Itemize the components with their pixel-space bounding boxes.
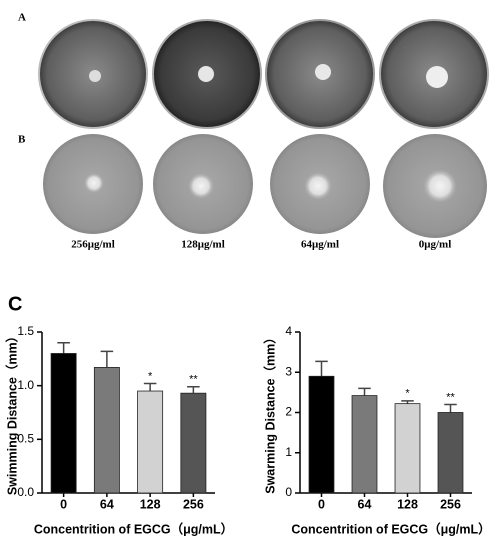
bar	[394, 403, 421, 494]
y-axis-title: Swimming Distance（mm）	[4, 330, 19, 495]
bar	[437, 412, 464, 494]
significance-mark: **	[189, 374, 198, 386]
bar	[137, 390, 164, 494]
bar	[180, 392, 207, 494]
y-tick-label: 4	[285, 324, 292, 338]
panel-label: B	[18, 134, 26, 146]
bar	[93, 367, 120, 494]
concentration-label: 256μg/ml	[71, 239, 115, 251]
x-tick-label: 0	[60, 497, 67, 511]
concentration-label: 128μg/ml	[181, 239, 225, 251]
bar	[308, 375, 335, 494]
bar	[50, 353, 77, 494]
y-tick-label: 0.0	[17, 485, 34, 499]
y-tick-label: 3	[285, 364, 292, 378]
concentration-label: 0μg/ml	[419, 239, 452, 251]
dish-row-b	[43, 134, 487, 238]
x-axis-title: Concentrition of EGCG（μg/mL）	[34, 521, 233, 536]
concentration-label: 64μg/ml	[301, 239, 339, 251]
error-bar	[444, 403, 457, 413]
panel-label: C	[8, 293, 22, 315]
y-tick-label: 1	[285, 445, 292, 459]
x-tick-label: 64	[358, 497, 372, 511]
significance-mark: *	[148, 370, 153, 382]
significance-mark: **	[446, 391, 455, 403]
y-tick-label: 1.0	[17, 378, 34, 392]
significance-mark: *	[405, 388, 410, 400]
y-tick-label: 0.5	[17, 432, 34, 446]
x-tick-label: 64	[100, 497, 114, 511]
y-axis-title: Swarming Distance（mm）	[262, 331, 277, 494]
x-tick-label: 0	[318, 497, 325, 511]
panel-label: A	[18, 12, 26, 24]
x-axis-title: Concentrition of EGCG（μg/mL）	[291, 521, 490, 536]
y-tick-label: 2	[285, 405, 292, 419]
error-bar	[57, 341, 70, 354]
error-bar	[315, 360, 328, 377]
x-tick-label: 128	[140, 497, 161, 511]
y-tick-label: 1.5	[17, 324, 34, 338]
error-bar	[401, 400, 414, 404]
error-bar	[358, 387, 371, 396]
error-bar	[143, 382, 157, 392]
error-bar	[100, 350, 114, 368]
x-tick-label: 256	[440, 497, 461, 511]
x-tick-label: 256	[183, 497, 204, 511]
x-tick-label: 128	[397, 497, 418, 511]
dish-row-a	[38, 19, 489, 129]
error-bar	[187, 385, 200, 394]
bar	[351, 395, 378, 494]
y-tick-label: 0	[285, 485, 292, 499]
